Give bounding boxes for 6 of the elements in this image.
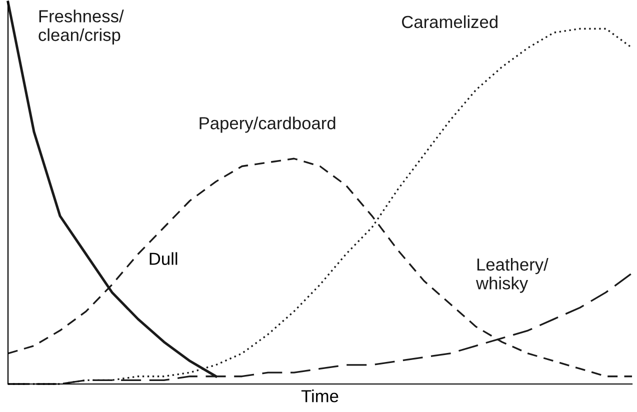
- text: Papery/cardboard: [200, 116, 336, 133]
- annotation: Dull: [150, 252, 178, 265]
- x-axis-title: Time: [301, 390, 338, 402]
- series-label: Leathery/ whisky: [476, 258, 548, 293]
- series-label: Freshness/ clean/crisp: [38, 10, 124, 45]
- series-label: Caramelized: [402, 15, 498, 28]
